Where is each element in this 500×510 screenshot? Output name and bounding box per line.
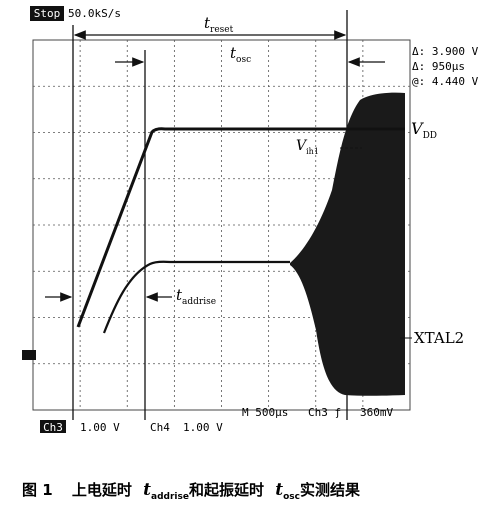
trigger: Ch3 ƒ — [308, 406, 341, 419]
readout: Δ: 3.900 V — [412, 45, 479, 58]
channel-marker — [22, 350, 36, 360]
label-base: t — [230, 44, 237, 62]
xtal2-label: XTAL2 — [414, 329, 464, 347]
ch3-scale: 1.00 V — [80, 421, 120, 434]
ch3: Ch3 — [43, 421, 63, 434]
label-sub: ih1 — [306, 147, 319, 156]
readout: Δ: 950µs — [412, 60, 465, 73]
label-base: t — [176, 286, 183, 304]
caption-sub: addrise — [151, 492, 189, 502]
caption-text: 图 1 上电延时 taddrise和起振延时 tosc实测结果 — [22, 480, 361, 502]
label-base: V — [411, 119, 424, 138]
vdd-trace — [76, 127, 405, 328]
readout: @: 4.440 V — [412, 75, 479, 88]
t-osc-label: tosc — [230, 44, 251, 65]
label-sub: reset — [210, 25, 234, 35]
caption-prefix: 图 1 — [22, 481, 53, 499]
sample-rate: 50.0kS/s — [68, 7, 121, 20]
oscillation-envelope — [290, 92, 405, 396]
label-sub: osc — [236, 55, 251, 65]
status: Stop — [34, 7, 61, 20]
caption: 图 1 上电延时 taddrise和起振延时 tosc实测结果 — [22, 480, 361, 502]
ch4-scale: 1.00 V — [183, 421, 223, 434]
vih1-label: Vih1 — [296, 138, 319, 156]
vdd-label: VDD — [411, 119, 437, 141]
caption-sub: osc — [283, 492, 300, 502]
trigger-level: 360mV — [360, 406, 393, 419]
ch4: Ch4 — [150, 421, 170, 434]
timebase: M 500µs — [242, 406, 288, 419]
t-addrise-label: taddrise — [176, 286, 216, 307]
xtal2-trace — [102, 260, 290, 334]
ch3-box — [40, 420, 66, 433]
label-sub: addrise — [182, 297, 216, 307]
caption-part: 和起振延时 — [189, 481, 264, 499]
t-reset-label: treset — [204, 14, 234, 35]
caption-part: 上电延时 — [72, 481, 132, 499]
caption-symbol: t — [275, 480, 283, 500]
label-base: t — [204, 14, 211, 32]
caption-symbol: t — [143, 480, 151, 500]
label-sub: DD — [423, 131, 437, 141]
status-box — [30, 6, 64, 21]
label-base: V — [296, 138, 308, 154]
caption-part: 实测结果 — [300, 481, 361, 499]
